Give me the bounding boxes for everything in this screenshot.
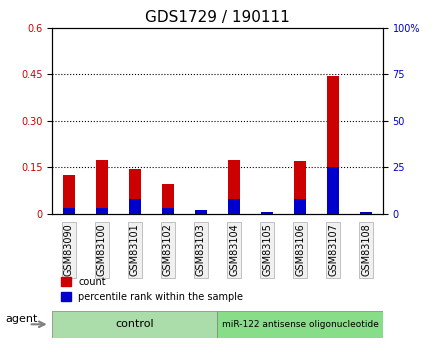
Bar — [327, 76, 338, 214]
Bar — [162, 184, 173, 214]
Bar — [294, 161, 305, 214]
Bar — [195, 210, 206, 214]
Title: GDS1729 / 190111: GDS1729 / 190111 — [145, 10, 289, 25]
Bar — [63, 175, 74, 214]
Bar — [228, 199, 239, 214]
Bar — [261, 212, 272, 214]
Bar — [228, 159, 239, 214]
Bar — [360, 212, 371, 214]
Bar — [96, 208, 107, 214]
Bar — [294, 199, 305, 214]
Bar — [129, 169, 140, 214]
Bar — [195, 213, 206, 214]
Text: agent: agent — [5, 314, 37, 324]
Bar — [327, 167, 338, 214]
Bar — [63, 208, 74, 214]
Bar — [129, 199, 140, 214]
Text: control: control — [115, 319, 154, 329]
FancyBboxPatch shape — [217, 310, 382, 338]
Bar — [261, 213, 272, 214]
Bar — [162, 208, 173, 214]
Legend: count, percentile rank within the sample: count, percentile rank within the sample — [57, 273, 247, 306]
Bar — [360, 213, 371, 214]
Bar — [96, 159, 107, 214]
Text: miR-122 antisense oligonucleotide: miR-122 antisense oligonucleotide — [221, 320, 378, 329]
FancyBboxPatch shape — [52, 310, 217, 338]
